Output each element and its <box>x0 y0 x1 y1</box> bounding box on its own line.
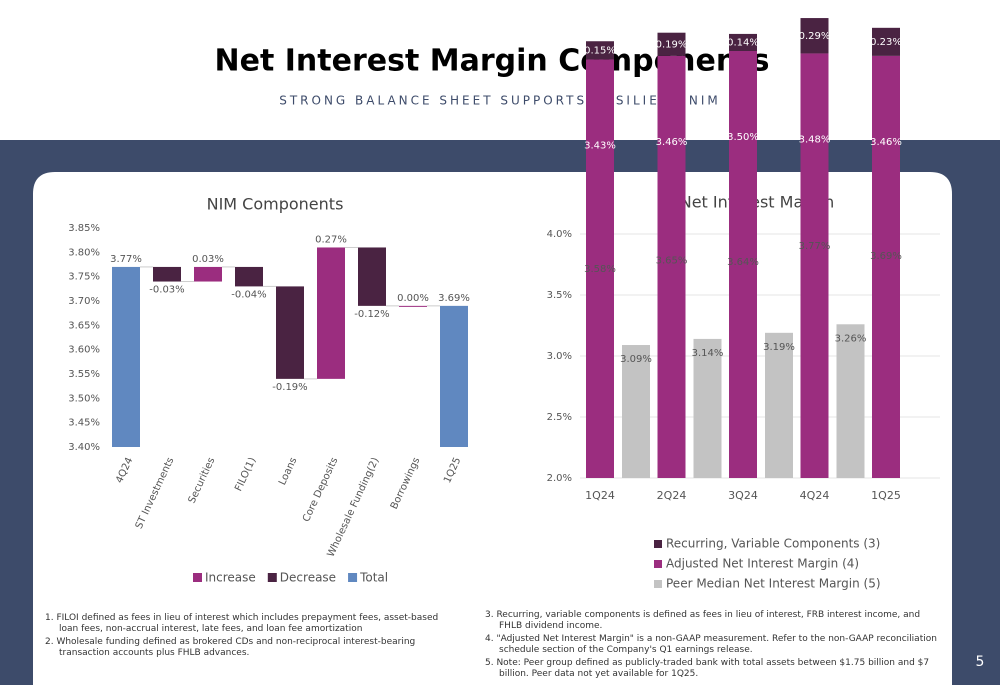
page-number: 5 <box>976 654 985 670</box>
bar-segment <box>729 51 757 478</box>
x-tick-label: 4Q24 <box>800 489 830 502</box>
value-label: 0.00% <box>397 293 429 304</box>
value-label: -0.03% <box>149 285 184 296</box>
y-tick-label: 3.65% <box>68 320 100 331</box>
bar <box>440 305 468 447</box>
y-tick-label: 3.55% <box>68 369 100 380</box>
value-label: -0.04% <box>231 289 266 300</box>
value-label: 0.14% <box>727 37 759 48</box>
value-label: 3.19% <box>763 342 795 353</box>
value-label: 3.48% <box>799 134 831 145</box>
legend-label: Decrease <box>280 571 336 585</box>
bar-segment <box>800 53 829 478</box>
value-label: 3.26% <box>835 333 867 344</box>
legend-swatch <box>267 573 277 582</box>
value-label: 0.19% <box>656 39 688 50</box>
footnote: 5. Note: Peer group defined as publicly-… <box>485 658 930 679</box>
y-tick-label: 3.40% <box>68 442 100 453</box>
legend-swatch <box>654 540 662 548</box>
value-label: -0.12% <box>354 309 389 320</box>
slide-subtitle: STRONG BALANCE SHEET SUPPORTS RESILIENT … <box>279 94 721 108</box>
y-tick-label: 3.85% <box>68 223 100 234</box>
bar <box>317 247 345 379</box>
bar <box>358 247 386 306</box>
footnote: 1. FILOI defined as fees in lieu of inte… <box>45 613 439 634</box>
y-tick-label: 2.5% <box>547 412 572 423</box>
bar <box>765 332 793 478</box>
value-label: -0.19% <box>272 382 307 393</box>
y-tick-label: 3.45% <box>68 418 100 429</box>
bar-segment <box>657 32 686 56</box>
value-label: 3.46% <box>656 137 688 148</box>
chart-title: NIM Components <box>207 195 344 214</box>
x-tick-label: 2Q24 <box>657 489 687 502</box>
bar <box>153 266 181 282</box>
legend-swatch <box>654 580 662 588</box>
legend-label: Adjusted Net Interest Margin (4) <box>666 557 859 571</box>
value-label: 0.15% <box>584 45 616 56</box>
legend-swatch <box>193 573 202 582</box>
y-tick-label: 3.75% <box>68 272 100 283</box>
value-label: 0.27% <box>315 234 347 245</box>
legend-label: Peer Median Net Interest Margin (5) <box>666 577 881 591</box>
bar-segment <box>800 18 829 54</box>
legend-swatch <box>654 560 662 568</box>
bar <box>276 286 304 379</box>
footnote: 2. Wholesale funding defined as brokered… <box>45 637 416 658</box>
footnote: 4. "Adjusted Net Interest Margin" is a n… <box>485 634 937 655</box>
y-tick-label: 2.0% <box>547 473 572 484</box>
bar-segment <box>586 41 614 60</box>
total-label: 3.77% <box>799 241 831 252</box>
bar-segment <box>586 59 614 478</box>
bar <box>399 305 427 307</box>
bar <box>693 338 722 478</box>
total-label: 3.69% <box>870 251 902 262</box>
bar <box>194 266 222 282</box>
total-label: 3.58% <box>584 264 616 275</box>
legend-label: Increase <box>205 571 256 585</box>
value-label: 3.69% <box>438 293 470 304</box>
value-label: 0.23% <box>870 37 902 48</box>
bar-segment <box>872 55 900 478</box>
footnote: 3. Recurring, variable components is def… <box>485 610 921 631</box>
x-tick-label: 1Q24 <box>585 489 615 502</box>
x-tick-label: 1Q25 <box>871 489 901 502</box>
value-label: 3.09% <box>620 354 652 365</box>
y-tick-label: 3.80% <box>68 247 100 258</box>
value-label: 0.03% <box>192 254 224 265</box>
value-label: 0.29% <box>799 31 831 42</box>
y-tick-label: 3.60% <box>68 345 100 356</box>
y-tick-label: 3.0% <box>547 351 572 362</box>
value-label: 3.14% <box>692 348 724 359</box>
footnotes-right: 3. Recurring, variable components is def… <box>485 610 940 682</box>
bar <box>622 345 650 478</box>
bar-segment <box>872 27 900 56</box>
value-label: 3.50% <box>727 132 759 143</box>
bar <box>235 266 263 287</box>
bar <box>112 266 140 447</box>
footnotes-left: 1. FILOI defined as fees in lieu of inte… <box>45 613 460 661</box>
value-label: 3.43% <box>584 141 616 152</box>
x-tick-label: 3Q24 <box>728 489 758 502</box>
bar-segment <box>729 33 757 51</box>
y-tick-label: 4.0% <box>547 229 572 240</box>
y-tick-label: 3.50% <box>68 393 100 404</box>
total-label: 3.65% <box>656 256 688 267</box>
bar-segment <box>657 55 686 478</box>
legend-label: Recurring, Variable Components (3) <box>666 537 880 551</box>
legend-label: Total <box>359 571 388 585</box>
footnote-area <box>33 598 952 685</box>
total-label: 3.64% <box>727 257 759 268</box>
value-label: 3.77% <box>110 254 142 265</box>
y-tick-label: 3.70% <box>68 296 100 307</box>
y-tick-label: 3.5% <box>547 290 572 301</box>
value-label: 3.46% <box>870 137 902 148</box>
legend-swatch <box>348 573 358 582</box>
bar <box>836 324 865 478</box>
